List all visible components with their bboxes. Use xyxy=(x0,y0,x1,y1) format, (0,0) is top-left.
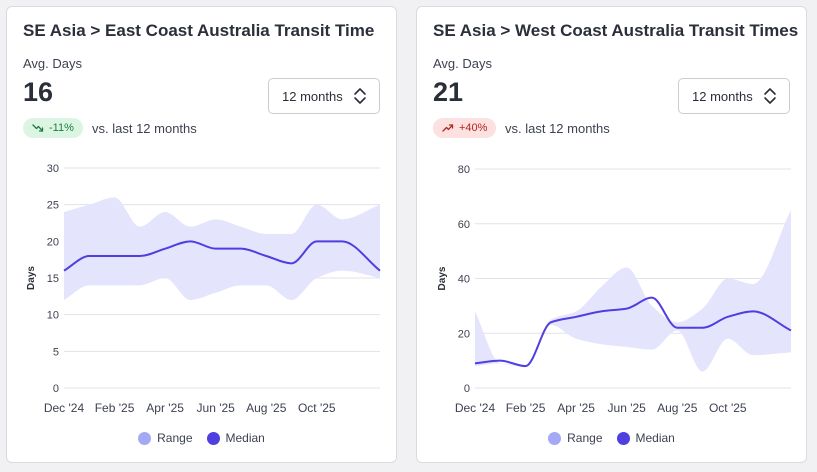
x-tick-label: Oct '25 xyxy=(298,401,336,415)
y-tick-label: 25 xyxy=(47,200,59,212)
legend-label: Range xyxy=(157,431,193,445)
y-tick-label: 10 xyxy=(47,310,59,322)
chart-legend: Range Median xyxy=(417,431,806,445)
y-axis-label: Days xyxy=(437,266,448,290)
metric-label: Avg. Days xyxy=(23,56,83,71)
period-select-value: 12 months xyxy=(282,89,343,104)
x-tick-label: Jun '25 xyxy=(197,401,236,415)
x-tick-label: Jun '25 xyxy=(608,401,647,415)
legend-item-range[interactable]: Range xyxy=(548,431,603,445)
transit-card-west: SE Asia > West Coast Australia Transit T… xyxy=(416,6,807,463)
legend-label: Range xyxy=(567,431,603,445)
legend-label: Median xyxy=(225,431,265,445)
legend-item-median[interactable]: Median xyxy=(616,431,675,445)
chevron-up-down-icon xyxy=(354,88,366,104)
change-value: -11% xyxy=(49,122,74,134)
median-line xyxy=(63,240,381,272)
metric-value: 16 xyxy=(23,77,54,107)
legend-item-median[interactable]: Median xyxy=(206,431,265,445)
y-tick-label: 20 xyxy=(47,236,59,248)
range-band xyxy=(475,210,791,372)
range-dot-icon xyxy=(138,431,152,445)
x-tick-label: Feb '25 xyxy=(506,401,546,415)
y-tick-label: 30 xyxy=(47,163,59,175)
x-tick-label: Feb '25 xyxy=(95,401,135,415)
y-tick-label: 20 xyxy=(458,328,470,340)
x-tick-label: Apr '25 xyxy=(146,401,184,415)
metric-label: Avg. Days xyxy=(433,56,493,71)
y-tick-label: 0 xyxy=(464,383,470,395)
y-tick-label: 5 xyxy=(53,346,59,358)
legend-label: Median xyxy=(635,431,675,445)
period-select-value: 12 months xyxy=(692,89,753,104)
y-tick-label: 80 xyxy=(458,164,470,176)
x-tick-label: Dec '24 xyxy=(44,401,85,415)
change-note: vs. last 12 months xyxy=(505,121,610,136)
change-badge: +40% xyxy=(433,118,497,138)
y-tick-label: 60 xyxy=(458,219,470,231)
x-tick-label: Aug '25 xyxy=(246,401,287,415)
x-tick-label: Dec '24 xyxy=(455,401,496,415)
chart-legend: Range Median xyxy=(7,431,396,445)
legend-item-range[interactable]: Range xyxy=(138,431,193,445)
x-tick-label: Apr '25 xyxy=(557,401,595,415)
median-line xyxy=(474,296,792,368)
trend-up-icon xyxy=(442,124,454,132)
range-dot-icon xyxy=(548,431,562,445)
median-dot-icon xyxy=(206,431,220,445)
median-dot-icon xyxy=(616,431,630,445)
transit-card-east: SE Asia > East Coast Australia Transit T… xyxy=(6,6,397,463)
y-axis-label: Days xyxy=(26,266,37,290)
x-tick-label: Aug '25 xyxy=(657,401,698,415)
y-tick-label: 40 xyxy=(458,274,470,286)
trend-down-icon xyxy=(32,124,44,132)
y-tick-label: 0 xyxy=(53,383,59,395)
chevron-up-down-icon xyxy=(764,88,776,104)
y-tick-label: 15 xyxy=(47,273,59,285)
change-note: vs. last 12 months xyxy=(92,121,197,136)
change-value: +40% xyxy=(459,122,488,134)
x-tick-label: Oct '25 xyxy=(709,401,747,415)
period-select[interactable]: 12 months xyxy=(268,78,380,114)
card-title: SE Asia > East Coast Australia Transit T… xyxy=(23,21,375,40)
change-badge: -11% xyxy=(23,118,83,138)
card-title: SE Asia > West Coast Australia Transit T… xyxy=(433,21,799,40)
metric-value: 21 xyxy=(433,77,464,107)
period-select[interactable]: 12 months xyxy=(678,78,790,114)
chart-west: 0 20 40 60 80 Days Dec '24 Feb '25 Apr '25 Jun '2… xyxy=(437,164,792,415)
chart-east: 0 5 10 15 20 25 30 Days Dec '24 Feb '25 Apr '25 Jun… xyxy=(26,163,381,415)
